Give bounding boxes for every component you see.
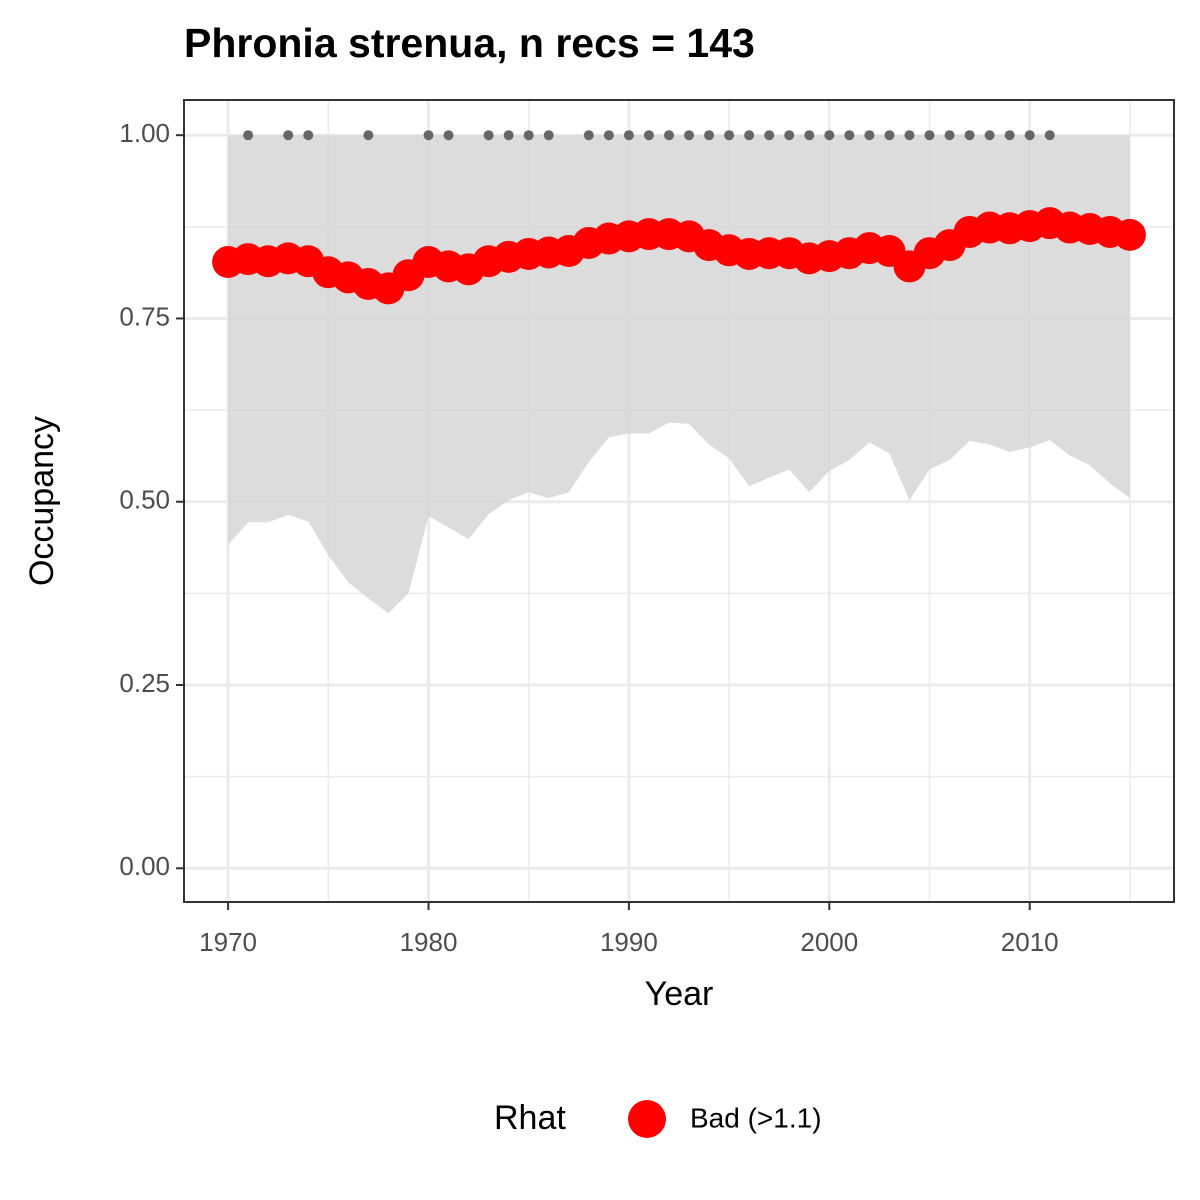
record-dot <box>804 130 815 141</box>
record-dot <box>1004 130 1015 141</box>
record-dot <box>824 130 835 141</box>
record-dot <box>623 130 634 141</box>
record-dot <box>744 130 755 141</box>
record-dot <box>864 130 875 141</box>
record-dot <box>784 130 795 141</box>
record-dot <box>523 130 534 141</box>
record-dot <box>844 130 855 141</box>
record-dot <box>543 130 554 141</box>
chart-title: Phronia strenua, n recs = 143 <box>184 20 755 66</box>
y-tick-label: 1.00 <box>119 118 170 148</box>
record-dot <box>764 130 775 141</box>
x-tick-label: 1970 <box>199 927 257 957</box>
x-axis-title: Year <box>645 975 714 1013</box>
record-dot <box>884 130 895 141</box>
record-dot <box>984 130 995 141</box>
record-dot <box>603 130 614 141</box>
legend-label: Bad (>1.1) <box>690 1102 822 1133</box>
record-dot <box>724 130 735 141</box>
record-dot <box>904 130 915 141</box>
record-dot <box>243 130 254 141</box>
record-dot <box>704 130 715 141</box>
record-dot <box>643 130 654 141</box>
record-dot <box>503 130 514 141</box>
record-dot <box>443 130 454 141</box>
data-point <box>1113 218 1146 251</box>
y-axis-title: Occupancy <box>23 416 61 586</box>
legend-title: Rhat <box>494 1099 566 1137</box>
record-dot <box>303 130 314 141</box>
legend-key <box>628 1100 666 1138</box>
record-dot <box>924 130 935 141</box>
y-tick-label: 0.00 <box>119 851 170 881</box>
record-dot <box>1044 130 1055 141</box>
record-dot <box>684 130 695 141</box>
y-tick-label: 0.50 <box>119 485 170 515</box>
y-tick-label: 0.25 <box>119 668 170 698</box>
record-dot <box>363 130 374 141</box>
y-tick-label: 0.75 <box>119 301 170 331</box>
record-dot <box>944 130 955 141</box>
record-dot <box>583 130 594 141</box>
x-tick-label: 2010 <box>1001 927 1059 957</box>
record-dot <box>483 130 494 141</box>
record-dot <box>423 130 434 141</box>
x-tick-label: 1980 <box>400 927 458 957</box>
record-dot <box>663 130 674 141</box>
x-tick-label: 2000 <box>800 927 858 957</box>
record-dot <box>1024 130 1035 141</box>
record-dot <box>283 130 294 141</box>
x-tick-label: 1990 <box>600 927 658 957</box>
record-dot <box>964 130 975 141</box>
